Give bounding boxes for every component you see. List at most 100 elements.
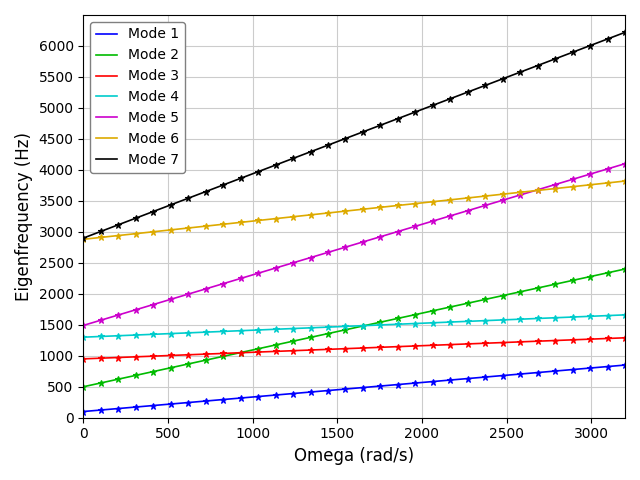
Mode 5 bbox=[272, 265, 280, 271]
Mode 4 bbox=[569, 314, 577, 320]
Mode 5 bbox=[534, 187, 541, 192]
Mode 2 bbox=[604, 270, 611, 276]
Mode 1 bbox=[289, 391, 297, 396]
Mode 5 bbox=[376, 234, 384, 240]
Mode 3 bbox=[289, 348, 297, 354]
Line: Mode 3: Mode 3 bbox=[80, 335, 628, 362]
Mode 4 bbox=[481, 318, 489, 324]
Mode 3 bbox=[132, 354, 140, 360]
Line: Mode 5: Mode 5 bbox=[80, 160, 628, 329]
Mode 5 bbox=[569, 177, 577, 182]
Mode 7 bbox=[254, 169, 262, 175]
Mode 1 bbox=[97, 407, 105, 413]
Mode 3 bbox=[79, 356, 87, 362]
Mode 2 bbox=[132, 372, 140, 378]
Mode 5 bbox=[621, 161, 629, 167]
Mode 5 bbox=[324, 250, 332, 255]
Mode 5 bbox=[132, 307, 140, 312]
Mode 2 bbox=[359, 323, 367, 329]
Mode 3 bbox=[220, 350, 227, 356]
Mode 2 bbox=[150, 369, 157, 374]
Mode 6 bbox=[394, 203, 402, 208]
Mode 2 bbox=[394, 315, 402, 321]
Mode 2 bbox=[586, 274, 594, 279]
Mode 3 bbox=[481, 340, 489, 346]
Mode 2 bbox=[429, 308, 436, 313]
Mode 5 bbox=[342, 244, 349, 250]
Mode 2 bbox=[621, 266, 629, 272]
Mode 1 bbox=[202, 398, 209, 404]
Mode 6 bbox=[481, 193, 489, 199]
Line: Mode 2: Mode 2 bbox=[80, 265, 628, 390]
Mode 6 bbox=[621, 178, 629, 184]
Mode 1 bbox=[342, 386, 349, 392]
Mode 7 bbox=[412, 109, 419, 115]
Mode 4 bbox=[621, 312, 629, 318]
Mode 4 bbox=[97, 334, 105, 339]
Mode 5 bbox=[499, 197, 506, 203]
Mode 6 bbox=[97, 235, 105, 240]
Mode 6 bbox=[429, 199, 436, 204]
Mode 2 bbox=[447, 304, 454, 310]
Mode 2 bbox=[324, 331, 332, 336]
Mode 4 bbox=[464, 318, 472, 324]
Mode 2 bbox=[499, 293, 506, 299]
Mode 5 bbox=[150, 301, 157, 307]
Mode 6 bbox=[115, 233, 122, 239]
Mode 6 bbox=[534, 188, 541, 193]
Mode 4 bbox=[220, 328, 227, 334]
Mode 6 bbox=[79, 237, 87, 242]
Mode 5 bbox=[586, 171, 594, 177]
Mode 7 bbox=[289, 156, 297, 161]
Mode 7 bbox=[359, 129, 367, 135]
Mode 6 bbox=[167, 227, 175, 233]
Mode 1 bbox=[184, 400, 192, 406]
Mode 3 bbox=[534, 338, 541, 344]
Mode 1 bbox=[447, 377, 454, 383]
Mode 3 bbox=[324, 347, 332, 352]
Mode 1 bbox=[586, 365, 594, 371]
Mode 3 bbox=[359, 345, 367, 351]
Mode 5 bbox=[447, 213, 454, 219]
Mode 3 bbox=[499, 340, 506, 346]
Mode 4 bbox=[115, 333, 122, 338]
Mode 1 bbox=[272, 392, 280, 398]
Mode 3 bbox=[551, 337, 559, 343]
Mode 1 bbox=[534, 370, 541, 375]
Mode 2 bbox=[237, 350, 244, 356]
Mode 4 bbox=[447, 319, 454, 325]
Mode 4 bbox=[412, 321, 419, 326]
Mode 7 bbox=[586, 43, 594, 48]
Mode 3 bbox=[516, 339, 524, 345]
Mode 6 bbox=[324, 210, 332, 216]
Mode 5 bbox=[254, 270, 262, 276]
Mode 7 bbox=[307, 149, 314, 155]
Mode 2 bbox=[481, 297, 489, 302]
Mode 3 bbox=[447, 342, 454, 348]
Mode 4 bbox=[254, 327, 262, 333]
Mode 4 bbox=[499, 317, 506, 323]
Mode 7 bbox=[79, 235, 87, 241]
Mode 3 bbox=[237, 350, 244, 356]
Mode 5 bbox=[289, 260, 297, 266]
Mode 7 bbox=[481, 83, 489, 88]
Mode 3 bbox=[604, 336, 611, 341]
Mode 1 bbox=[237, 395, 244, 401]
Mode 6 bbox=[307, 212, 314, 218]
Mode 1 bbox=[394, 382, 402, 387]
Mode 5 bbox=[79, 323, 87, 328]
Mode 4 bbox=[307, 325, 314, 331]
Mode 3 bbox=[464, 341, 472, 347]
Mode 6 bbox=[289, 214, 297, 220]
Mode 5 bbox=[604, 166, 611, 172]
Mode 5 bbox=[516, 192, 524, 198]
Mode 3 bbox=[97, 355, 105, 361]
Mode 3 bbox=[412, 343, 419, 349]
Mode 1 bbox=[324, 388, 332, 394]
Mode 7 bbox=[132, 215, 140, 221]
Mode 7 bbox=[342, 136, 349, 142]
Mode 1 bbox=[254, 394, 262, 399]
Y-axis label: Eigenfrequency (Hz): Eigenfrequency (Hz) bbox=[15, 132, 33, 301]
Mode 6 bbox=[551, 186, 559, 192]
Line: Mode 6: Mode 6 bbox=[80, 178, 628, 243]
